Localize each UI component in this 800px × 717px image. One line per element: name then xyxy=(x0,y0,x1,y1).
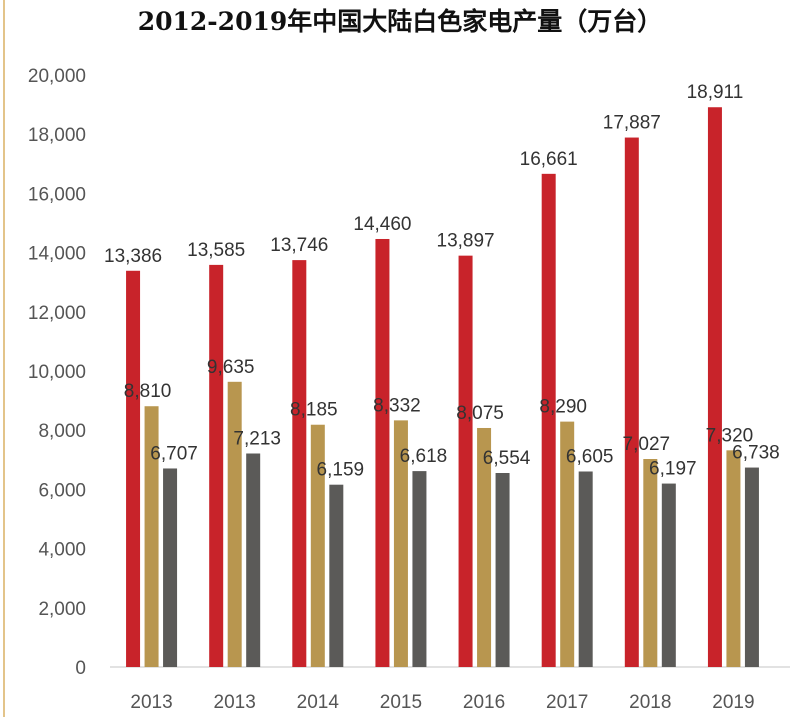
bar-series-3 xyxy=(744,467,759,667)
data-label-series-2: 8,332 xyxy=(373,395,421,416)
y-tick-label: 2,000 xyxy=(38,599,86,620)
data-label-series-3: 6,738 xyxy=(732,443,780,464)
bar-series-3 xyxy=(578,471,593,667)
bar-series-1 xyxy=(209,264,224,667)
data-label-series-1: 13,386 xyxy=(104,246,162,267)
x-tick-label: 2013 xyxy=(214,692,256,713)
bar-series-2 xyxy=(477,427,492,667)
bar-series-2 xyxy=(393,420,408,667)
data-label-series-2: 8,290 xyxy=(539,397,587,418)
bar-series-1 xyxy=(292,260,307,667)
x-tick-label: 2018 xyxy=(629,692,671,713)
bar-series-1 xyxy=(458,255,473,667)
y-tick-label: 12,000 xyxy=(28,303,86,324)
bar-series-2 xyxy=(726,450,741,667)
data-label-series-3: 7,213 xyxy=(233,428,281,449)
data-label-series-2: 8,075 xyxy=(456,403,504,424)
y-tick-label: 20,000 xyxy=(28,66,86,87)
chart-title: 2012-2019年中国大陆白色家电产量（万台） xyxy=(137,7,663,36)
frame-border xyxy=(3,0,5,717)
bar-series-1 xyxy=(624,137,639,667)
bar-series-1 xyxy=(126,270,141,667)
x-tick-label: 2014 xyxy=(297,692,340,713)
bar-series-2 xyxy=(643,459,658,667)
data-label-series-3: 6,197 xyxy=(649,459,697,480)
data-label-series-1: 13,746 xyxy=(270,235,328,256)
bar-series-1 xyxy=(375,238,390,667)
y-tick-label: 16,000 xyxy=(28,184,86,205)
y-tick-label: 8,000 xyxy=(38,421,86,442)
x-tick-label: 2017 xyxy=(546,692,588,713)
y-tick-label: 10,000 xyxy=(28,362,86,383)
x-tick-label: 2019 xyxy=(712,692,754,713)
data-label-series-3: 6,605 xyxy=(566,446,614,467)
bar-series-3 xyxy=(495,473,510,667)
x-tick-label: 2015 xyxy=(380,692,422,713)
data-label-series-2: 9,635 xyxy=(207,357,255,378)
data-label-series-3: 6,554 xyxy=(483,448,531,469)
data-label-series-1: 13,585 xyxy=(187,240,245,261)
y-tick-label: 18,000 xyxy=(28,125,86,146)
bar-series-2 xyxy=(227,381,242,667)
x-tick-label: 2016 xyxy=(463,692,505,713)
data-label-series-2: 7,320 xyxy=(706,425,754,446)
data-label-series-3: 6,159 xyxy=(317,460,365,481)
data-label-series-1: 13,897 xyxy=(437,231,495,252)
bar-series-2 xyxy=(144,406,159,667)
y-tick-label: 6,000 xyxy=(38,480,86,501)
bar-series-2 xyxy=(310,424,325,667)
data-label-series-3: 6,707 xyxy=(150,443,198,464)
data-label-series-1: 16,661 xyxy=(520,149,578,170)
bar-series-1 xyxy=(541,173,556,667)
bar-series-3 xyxy=(661,483,676,667)
data-label-series-1: 18,911 xyxy=(687,82,744,103)
bar-series-3 xyxy=(329,484,344,667)
bar-series-3 xyxy=(163,468,178,667)
bar-series-3 xyxy=(412,471,427,667)
bar-series-2 xyxy=(560,421,575,667)
data-label-series-2: 7,027 xyxy=(623,434,671,455)
data-label-series-1: 14,460 xyxy=(353,214,411,235)
data-label-series-2: 8,810 xyxy=(124,381,172,402)
y-tick-label: 0 xyxy=(75,658,86,679)
y-tick-label: 14,000 xyxy=(28,244,86,265)
data-label-series-3: 6,618 xyxy=(400,446,448,467)
bar-series-3 xyxy=(246,453,261,667)
data-label-series-2: 8,185 xyxy=(290,400,338,421)
x-tick-label: 2013 xyxy=(130,692,172,713)
data-label-series-1: 17,887 xyxy=(603,113,661,134)
bar-series-1 xyxy=(707,107,722,668)
y-tick-label: 4,000 xyxy=(38,540,86,561)
